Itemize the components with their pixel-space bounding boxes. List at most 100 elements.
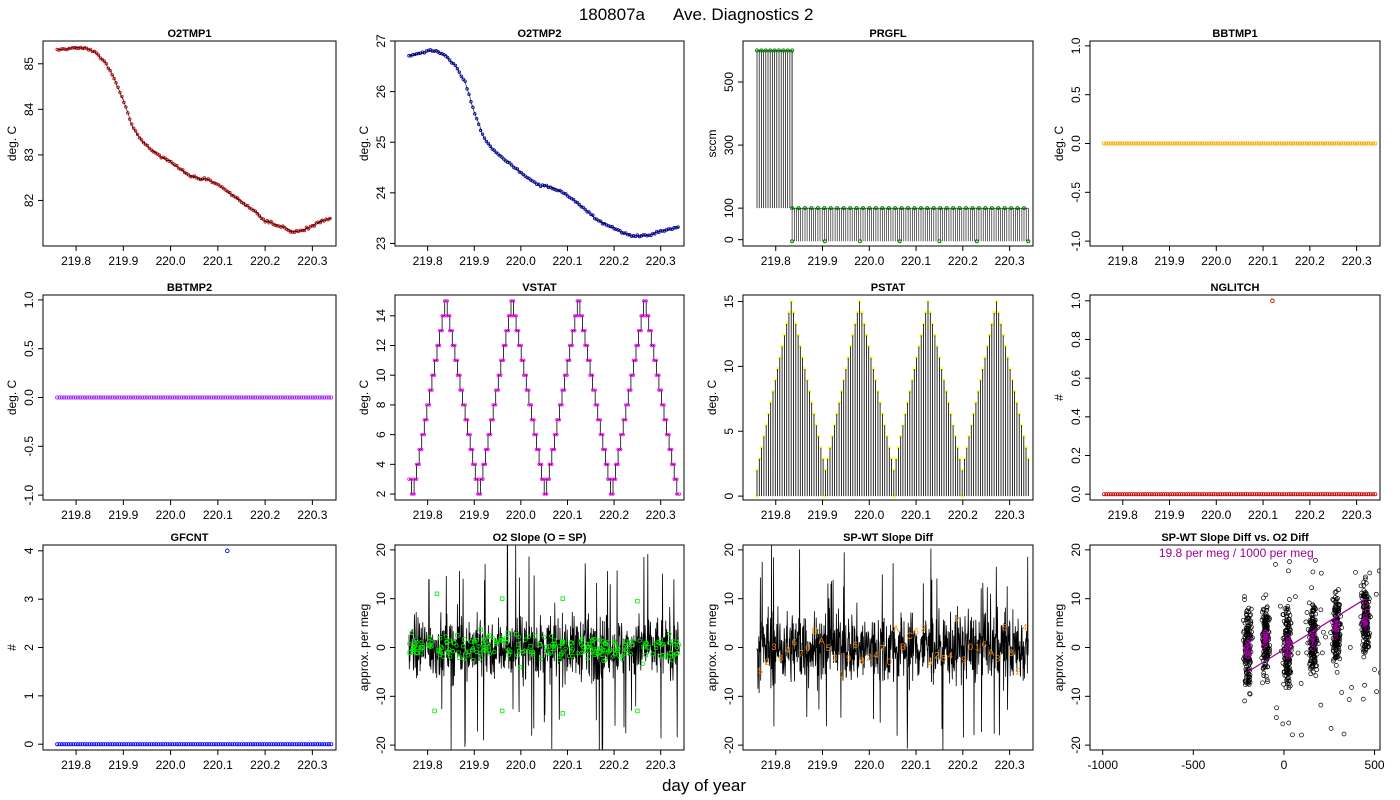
scatter-ytick-label: -20 [1069, 736, 1083, 754]
gfcnt-point [59, 742, 64, 747]
o2slope-square-point [436, 648, 441, 653]
o2slope-circle-point [585, 644, 590, 650]
nglitch-point [1136, 492, 1141, 497]
bbtmp2-point [177, 395, 182, 400]
nglitch-point [1190, 492, 1195, 497]
o2tmp1-point [302, 228, 307, 233]
vstat-point [616, 462, 620, 467]
bbtmp2-point [82, 395, 87, 400]
o2slope-circle-point [624, 651, 629, 656]
gfcnt-point [87, 742, 92, 747]
scatter-xtick-label: 500 [1365, 758, 1385, 772]
vstat-point [465, 418, 470, 422]
o2tmp2-point [581, 205, 585, 210]
bbtmp2-point [308, 395, 313, 400]
scatter-point [1335, 609, 1341, 614]
scatter-point [1260, 665, 1266, 671]
vstat-point [504, 343, 508, 348]
vstat-point [445, 299, 449, 303]
nglitch-point [1124, 492, 1129, 497]
bbtmp2-point [200, 395, 205, 400]
bbtmp1-xtick-label: 220.3 [1342, 254, 1372, 268]
spwt-title: SP-WT Slope Diff [843, 532, 933, 544]
scatter-fit-point [1262, 642, 1268, 648]
bbtmp1-point [1186, 141, 1191, 146]
scatter-point [1263, 611, 1269, 617]
vstat-point [624, 418, 628, 422]
nglitch-ytick-label: 0.2 [1069, 447, 1083, 464]
nglitch-point [1172, 492, 1177, 497]
scatter-point [1379, 580, 1380, 582]
scatter-point [1242, 597, 1247, 602]
nglitch-point [1361, 492, 1366, 497]
spwt-point-label: 2 [934, 650, 939, 660]
o2tmp1-point [290, 230, 295, 234]
bbtmp1-point [1357, 141, 1362, 146]
nglitch-point [1165, 492, 1170, 497]
nglitch-point [1284, 492, 1289, 497]
gfcnt-point [94, 742, 99, 747]
gfcnt-point [209, 742, 214, 747]
bbtmp2-point [287, 395, 292, 400]
scatter-point [1349, 685, 1354, 690]
vstat-point [675, 477, 679, 481]
bbtmp1-point [1104, 141, 1109, 146]
o2tmp2-point [637, 234, 642, 239]
scatter-point [1299, 732, 1304, 738]
o2tmp1-point [139, 138, 144, 142]
o2tmp1-point [118, 90, 122, 95]
bbtmp1-ytick-label: 0.0 [1069, 135, 1083, 152]
panel-spwt: SP-WT Slope Diff approx. per meg 219.8 219.… [705, 532, 1034, 772]
bbtmp1-point [1275, 141, 1280, 146]
o2tmp2-xtick-label: 220.0 [506, 254, 536, 268]
gfcnt-point [105, 742, 110, 747]
nglitch-point [1200, 492, 1205, 497]
prgfl-low-point [897, 239, 902, 244]
gfcnt-ytick-label: 1 [22, 692, 36, 699]
gfcnt-point [223, 742, 228, 747]
o2slope-square-point [615, 648, 620, 653]
o2slope-circle-point [676, 642, 682, 647]
scatter-point [1330, 647, 1336, 653]
nglitch-point [1364, 492, 1369, 497]
bbtmp2-xtick-label: 219.9 [108, 508, 138, 522]
gfcnt-outlier-point [225, 548, 230, 554]
bbtmp1-point [1345, 141, 1350, 146]
nglitch-point [1202, 492, 1207, 497]
scatter-point [1308, 629, 1313, 635]
o2tmp1-point [328, 216, 332, 221]
o2tmp2-point [484, 139, 489, 144]
bbtmp2-point [232, 395, 237, 400]
scatter-point [1280, 612, 1286, 617]
bbtmp1-point [1250, 141, 1255, 146]
o2slope-circle-point [456, 650, 461, 655]
bbtmp2-point [59, 395, 64, 400]
o2slope-circle-point [414, 639, 419, 645]
prgfl-point [854, 206, 859, 211]
bbtmp1-point [1129, 141, 1134, 146]
gfcnt-point [276, 742, 281, 747]
o2tmp1-point [269, 219, 273, 224]
vstat-point [420, 447, 424, 452]
o2slope-circle-point [413, 637, 419, 642]
scatter-point [1281, 640, 1287, 646]
o2slope-circle-point [601, 658, 606, 664]
bbtmp2-point [253, 395, 258, 400]
scatter-point [1330, 620, 1336, 625]
vstat-ytick-label: 12 [374, 339, 388, 353]
scatter-point [1314, 663, 1319, 668]
scatter-point [1364, 634, 1369, 640]
o2tmp2-xtick-label: 220.1 [552, 254, 582, 268]
o2tmp2-point [420, 50, 425, 54]
gfcnt-point [317, 742, 322, 747]
vstat-point [463, 403, 467, 407]
bbtmp2-point [244, 395, 249, 400]
bbtmp1-point [1348, 141, 1353, 146]
scatter-annotation: 19.8 per meg / 1000 per meg [1159, 546, 1314, 560]
o2slope-circle-point [667, 631, 672, 637]
vstat-point [494, 403, 498, 407]
o2slope-circle-point [516, 634, 522, 640]
prgfl-point [886, 206, 891, 211]
o2tmp2-point [564, 192, 568, 196]
